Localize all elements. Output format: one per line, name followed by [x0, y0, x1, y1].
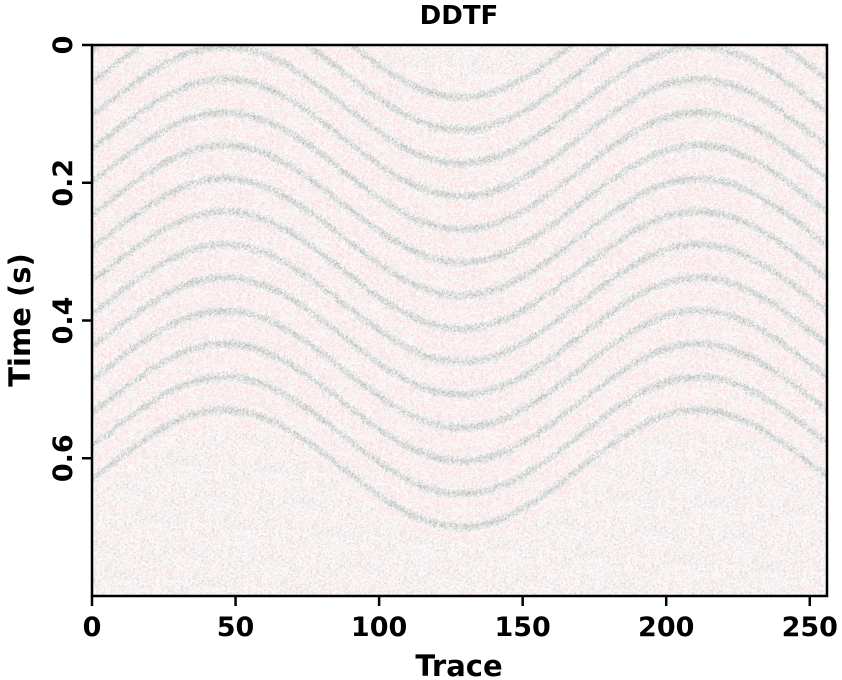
x-axis: 0 50 100 150 200 250: [83, 596, 838, 643]
seismic-image: [92, 45, 827, 596]
y-tick-label: 0: [48, 36, 79, 55]
x-tick-label: 150: [494, 612, 550, 643]
x-tick-label: 0: [83, 612, 102, 643]
y-axis: 0 0.2 0.4 0.6: [48, 36, 92, 482]
y-tick-label: 0.2: [48, 159, 79, 207]
x-tick-label: 200: [638, 612, 694, 643]
y-tick-label: 0.6: [48, 434, 79, 482]
seismic-image-container: [92, 45, 827, 596]
chart-title: DDTF: [420, 1, 499, 31]
x-tick-label: 250: [782, 612, 838, 643]
y-tick-label: 0.4: [48, 297, 79, 345]
x-axis-label: Trace: [415, 649, 502, 680]
y-axis-label: Time (s): [3, 253, 37, 386]
x-tick-label: 50: [217, 612, 255, 643]
x-tick-label: 100: [351, 612, 407, 643]
plot-area: [90, 43, 829, 598]
